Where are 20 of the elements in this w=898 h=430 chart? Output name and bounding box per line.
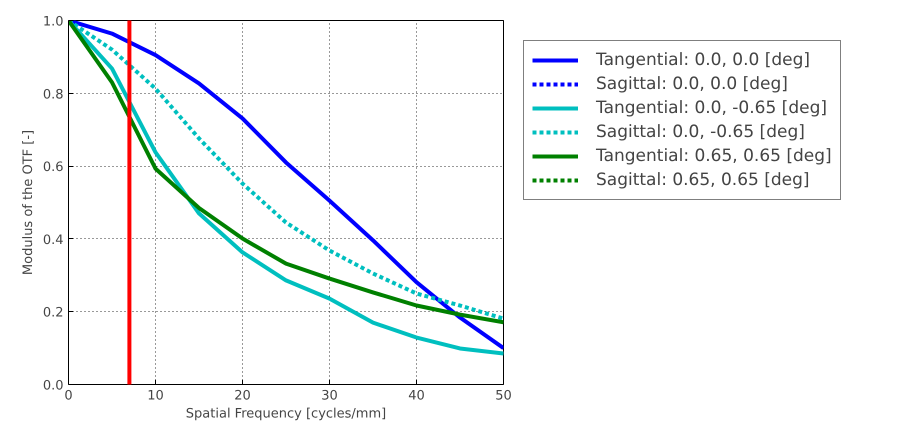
x-tick-label: 0	[64, 388, 73, 404]
x-tick-label: 20	[234, 388, 251, 404]
x-tick-label: 50	[495, 388, 512, 404]
x-tick-label: 10	[147, 388, 164, 404]
y-tick-label: 0.0	[42, 378, 64, 394]
y-tick-label: 0.8	[42, 87, 64, 102]
y-axis-title: Modulus of the OTF [-]	[20, 130, 36, 276]
y-tick-label: 1.0	[42, 14, 64, 30]
legend-label: Sagittal: 0.0, 0.0 [deg]	[596, 74, 788, 94]
y-tick-label: 0.6	[42, 160, 64, 176]
legend-label: Tangential: 0.0, 0.0 [deg]	[596, 50, 810, 70]
legend-label: Tangential: 0.65, 0.65 [deg]	[596, 146, 832, 166]
y-tick-label: 0.2	[42, 306, 64, 321]
legend-label: Sagittal: 0.0, -0.65 [deg]	[596, 122, 805, 142]
x-tick-label: 40	[408, 388, 425, 404]
y-tick-label: 0.4	[42, 232, 64, 248]
x-axis-title: Spatial Frequency [cycles/mm]	[186, 406, 386, 422]
x-tick-label: 30	[321, 388, 338, 404]
legend-label: Tangential: 0.0, -0.65 [deg]	[596, 98, 827, 118]
legend-label: Sagittal: 0.65, 0.65 [deg]	[596, 170, 810, 190]
